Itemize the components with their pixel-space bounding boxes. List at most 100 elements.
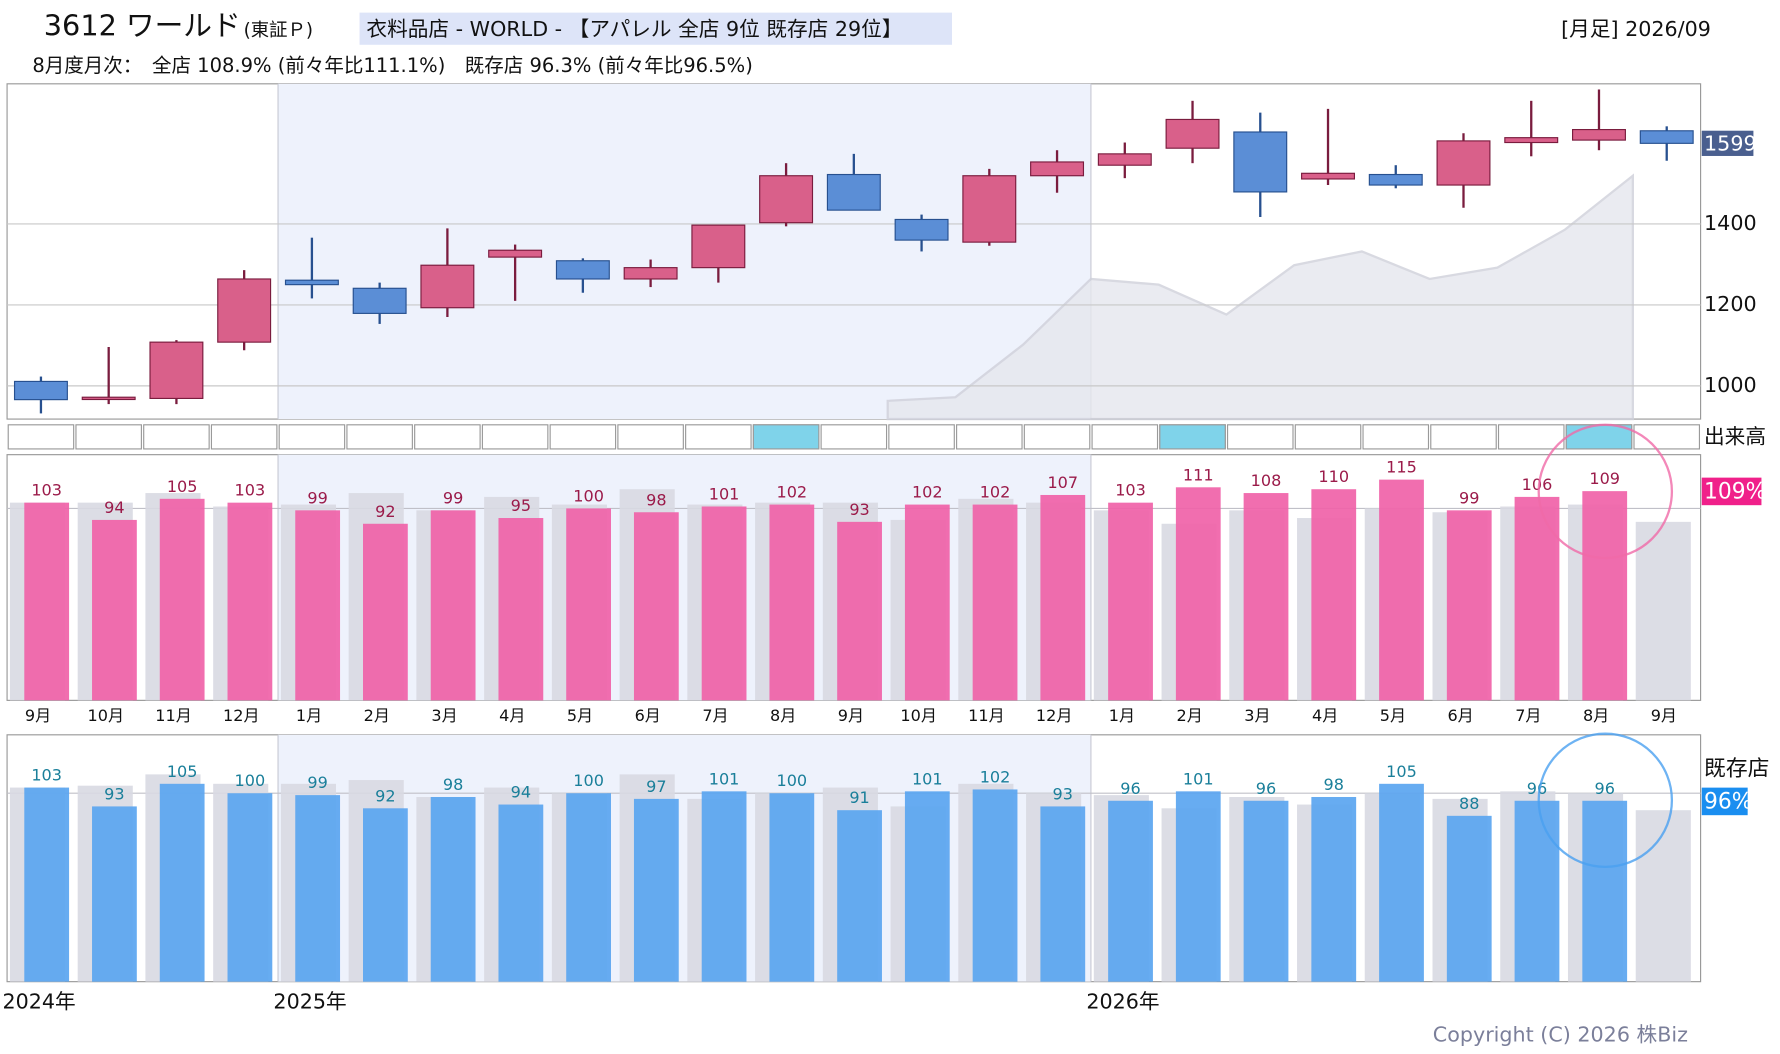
volume-cell: [143, 424, 210, 450]
candle-body: [1097, 153, 1152, 166]
year-label: 2024年: [2, 989, 75, 1013]
bar: [837, 810, 882, 982]
bar: [1243, 493, 1289, 701]
candle-body: [13, 380, 68, 401]
plot-layers: 1000 1200 1400 1599 出来高 2024年 2025年 2026年 103 94 1…: [2, 83, 1769, 1013]
bar: [1379, 479, 1424, 701]
bar: [227, 502, 273, 701]
value-label: 99: [1459, 488, 1479, 507]
current-badge: [1701, 477, 1762, 506]
bar: [566, 508, 611, 701]
bar: [1311, 489, 1357, 701]
candle-body: [1368, 173, 1423, 186]
x-tick-label: 1月: [296, 706, 322, 725]
value-label: 98: [646, 490, 666, 509]
volume-cell: [481, 424, 549, 450]
volume-cell: [617, 424, 684, 450]
candle-body: [1572, 128, 1626, 141]
y-tick-label: 1200: [1704, 292, 1757, 316]
value-label: 96: [1527, 779, 1547, 798]
bar: [701, 791, 747, 982]
value-label: 88: [1459, 794, 1479, 813]
code-name: 3612 ワールド: [44, 9, 241, 43]
value-label: 103: [31, 766, 62, 785]
value-label: 96: [1120, 779, 1140, 798]
bar: [633, 512, 679, 701]
candle-body: [284, 279, 339, 286]
bar: [363, 808, 408, 982]
bar: [1446, 510, 1492, 701]
current-label: 109%: [1704, 480, 1766, 505]
volume-cell: [210, 424, 278, 450]
value-label: 102: [980, 767, 1011, 786]
highlight-circle: [1537, 423, 1674, 560]
bar: [1108, 502, 1153, 701]
bar: [904, 791, 950, 982]
value-label: 102: [980, 483, 1011, 502]
value-label: 96: [1256, 779, 1276, 798]
background-area: [886, 173, 1634, 421]
volume-cell: [1362, 424, 1430, 450]
x-tick-label: 9月: [1651, 706, 1677, 725]
bar: [24, 502, 70, 701]
value-label: 105: [167, 477, 198, 496]
x-tick-label: 5月: [1380, 706, 1406, 725]
volume-highlight: [752, 424, 820, 450]
y-tick-label: 1000: [1704, 373, 1757, 397]
bar: [1446, 815, 1492, 982]
value-label: 101: [1183, 769, 1214, 788]
summary: 8月度月次： 全店 108.9% (前々年比111.1%) 既存店 96.3% …: [32, 54, 752, 77]
value-label: 99: [443, 488, 463, 507]
x-tick-label: 7月: [702, 706, 728, 725]
value-label: 101: [912, 769, 943, 788]
value-label: 100: [573, 486, 604, 505]
candle-body: [759, 175, 814, 224]
value-label: 105: [167, 762, 198, 781]
last-price-box: [1701, 130, 1754, 156]
bar: [363, 523, 408, 701]
volume-cell: [956, 424, 1023, 450]
bar: [1311, 796, 1357, 982]
bar: [1514, 800, 1560, 982]
candle-body: [1233, 131, 1288, 193]
bar: [1040, 494, 1086, 701]
bar: [92, 519, 137, 701]
volume-highlight: [1565, 424, 1633, 450]
bar: [1175, 487, 1221, 701]
candle-body: [81, 396, 136, 401]
bar: [1175, 791, 1221, 982]
year-shade: [278, 83, 1091, 420]
volume-cell: [685, 424, 752, 450]
candle-body: [1436, 140, 1491, 186]
value-label: 103: [31, 481, 62, 500]
volume-label: 出来高: [1704, 424, 1766, 448]
value-label: 94: [104, 498, 124, 517]
prior-bar: [1635, 810, 1691, 982]
x-tick-label: 3月: [431, 706, 457, 725]
x-tick-label: 5月: [567, 706, 593, 725]
bar: [1582, 800, 1628, 982]
value-label: 98: [1324, 775, 1344, 794]
x-tick-label: 4月: [499, 706, 525, 725]
x-tick-label: 9月: [25, 706, 51, 725]
x-tick-label: 11月: [968, 706, 1005, 725]
candle-body: [962, 175, 1017, 243]
sector: 衣料品店 - WORLD - 【アパレル 全店 9位 既存店 29位】: [366, 17, 902, 41]
bar: [1582, 491, 1628, 701]
value-label: 103: [235, 481, 266, 500]
volume-cell: [1226, 424, 1294, 450]
value-label: 102: [912, 483, 943, 502]
value-label: 94: [511, 783, 531, 802]
candle-body: [1030, 161, 1085, 177]
bar: [159, 783, 205, 982]
value-label: 102: [776, 483, 807, 502]
x-tick-label: 6月: [635, 706, 661, 725]
volume-cell: [414, 424, 481, 450]
volume-cell: [346, 424, 413, 450]
value-label: 92: [375, 502, 395, 521]
bar: [972, 504, 1018, 701]
panel-label: 既存店: [1704, 756, 1769, 781]
bar: [227, 793, 273, 982]
